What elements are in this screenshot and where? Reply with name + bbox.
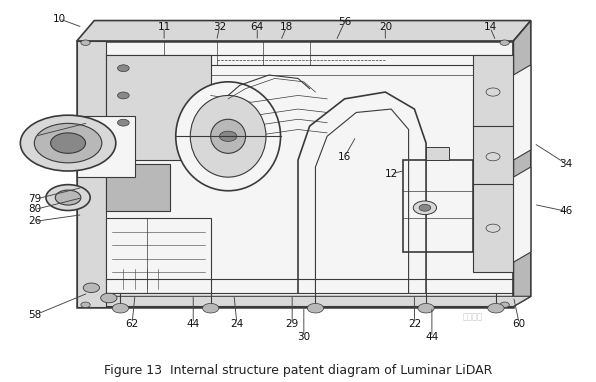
Text: 60: 60 [513, 319, 526, 329]
Polygon shape [473, 55, 513, 272]
Circle shape [83, 283, 100, 293]
Polygon shape [403, 160, 473, 252]
Text: 29: 29 [285, 319, 299, 329]
Circle shape [81, 302, 90, 308]
Text: 16: 16 [338, 152, 351, 162]
Polygon shape [513, 167, 531, 262]
Circle shape [112, 303, 129, 313]
Circle shape [55, 190, 81, 205]
Polygon shape [106, 163, 170, 211]
Text: 79: 79 [28, 194, 42, 204]
Polygon shape [513, 21, 531, 306]
Text: 44: 44 [187, 319, 200, 329]
Circle shape [203, 303, 219, 313]
Circle shape [101, 293, 117, 303]
Polygon shape [106, 218, 210, 293]
Circle shape [419, 204, 431, 211]
Ellipse shape [210, 119, 246, 153]
Text: 32: 32 [213, 23, 226, 32]
Text: 77: 77 [28, 131, 42, 141]
Ellipse shape [176, 82, 281, 191]
Text: 46: 46 [559, 206, 572, 216]
Polygon shape [426, 147, 449, 160]
Polygon shape [77, 116, 135, 177]
Polygon shape [77, 296, 531, 306]
Text: 14: 14 [483, 23, 496, 32]
Circle shape [413, 201, 436, 215]
Circle shape [20, 115, 116, 171]
Text: 56: 56 [338, 17, 351, 27]
Circle shape [117, 119, 129, 126]
Circle shape [51, 133, 86, 153]
Circle shape [46, 185, 90, 210]
Circle shape [308, 303, 324, 313]
Text: 24: 24 [230, 319, 244, 329]
Circle shape [500, 40, 510, 45]
Polygon shape [77, 41, 513, 306]
Text: 30: 30 [297, 332, 311, 342]
Text: 12: 12 [384, 169, 398, 179]
Circle shape [81, 40, 90, 45]
Text: 44: 44 [426, 332, 439, 342]
Circle shape [117, 92, 129, 99]
Circle shape [35, 123, 102, 163]
Ellipse shape [190, 96, 266, 177]
Text: Figure 13  Internal structure patent diagram of Luminar LiDAR: Figure 13 Internal structure patent diag… [104, 364, 492, 377]
Text: 64: 64 [251, 23, 264, 32]
Text: 20: 20 [378, 23, 392, 32]
Text: 62: 62 [126, 319, 139, 329]
Text: 决策智驾: 决策智驾 [462, 312, 483, 321]
Text: 34: 34 [559, 159, 572, 168]
Polygon shape [77, 41, 106, 306]
Circle shape [488, 303, 504, 313]
Polygon shape [513, 65, 531, 160]
Text: 11: 11 [157, 23, 170, 32]
Text: 10: 10 [53, 14, 66, 24]
Polygon shape [106, 55, 210, 160]
Circle shape [500, 302, 510, 308]
Circle shape [418, 303, 434, 313]
Text: 80: 80 [29, 204, 42, 214]
Polygon shape [77, 21, 531, 41]
Circle shape [219, 131, 237, 141]
Text: 22: 22 [408, 319, 421, 329]
Circle shape [117, 65, 129, 71]
Text: 58: 58 [28, 310, 42, 320]
Text: 18: 18 [280, 23, 293, 32]
Text: 26: 26 [28, 216, 42, 227]
